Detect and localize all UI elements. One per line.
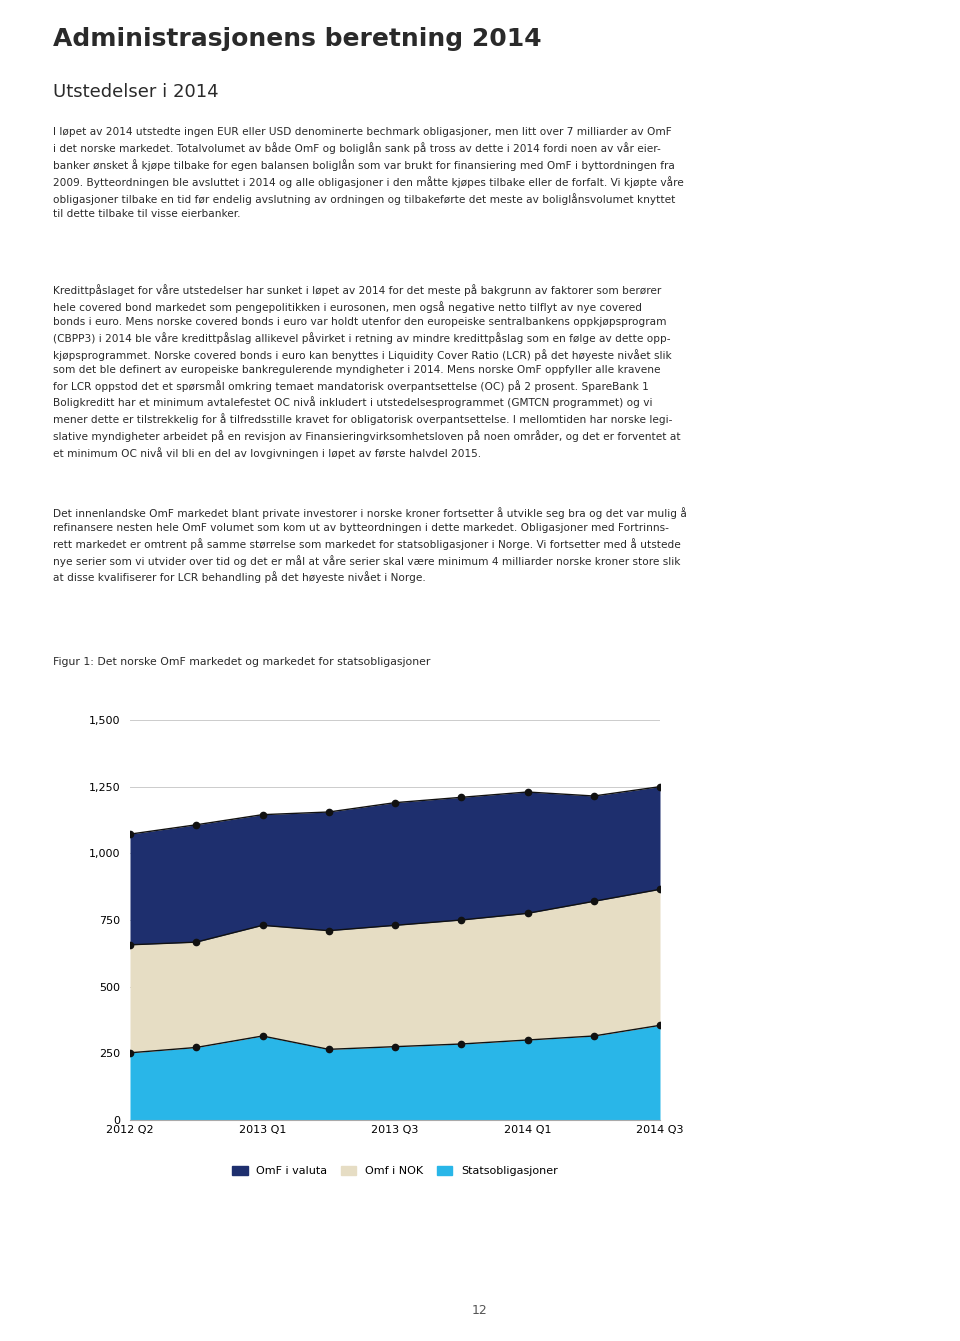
Text: Administrasjonens beretning 2014: Administrasjonens beretning 2014 <box>53 27 541 51</box>
Text: 12: 12 <box>472 1303 488 1317</box>
Text: Det innenlandske OmF markedet blant private investorer i norske kroner fortsette: Det innenlandske OmF markedet blant priv… <box>53 507 686 583</box>
Text: Kredittpåslaget for våre utstedelser har sunket i løpet av 2014 for det meste på: Kredittpåslaget for våre utstedelser har… <box>53 284 681 459</box>
Text: I løpet av 2014 utstedte ingen EUR eller USD denominerte bechmark obligasjoner, : I løpet av 2014 utstedte ingen EUR eller… <box>53 127 684 219</box>
Text: Utstedelser i 2014: Utstedelser i 2014 <box>53 83 219 101</box>
Legend: OmF i valuta, Omf i NOK, Statsobligasjoner: OmF i valuta, Omf i NOK, Statsobligasjon… <box>232 1165 558 1176</box>
Text: Figur 1: Det norske OmF markedet og markedet for statsobligasjoner: Figur 1: Det norske OmF markedet og mark… <box>53 657 430 666</box>
